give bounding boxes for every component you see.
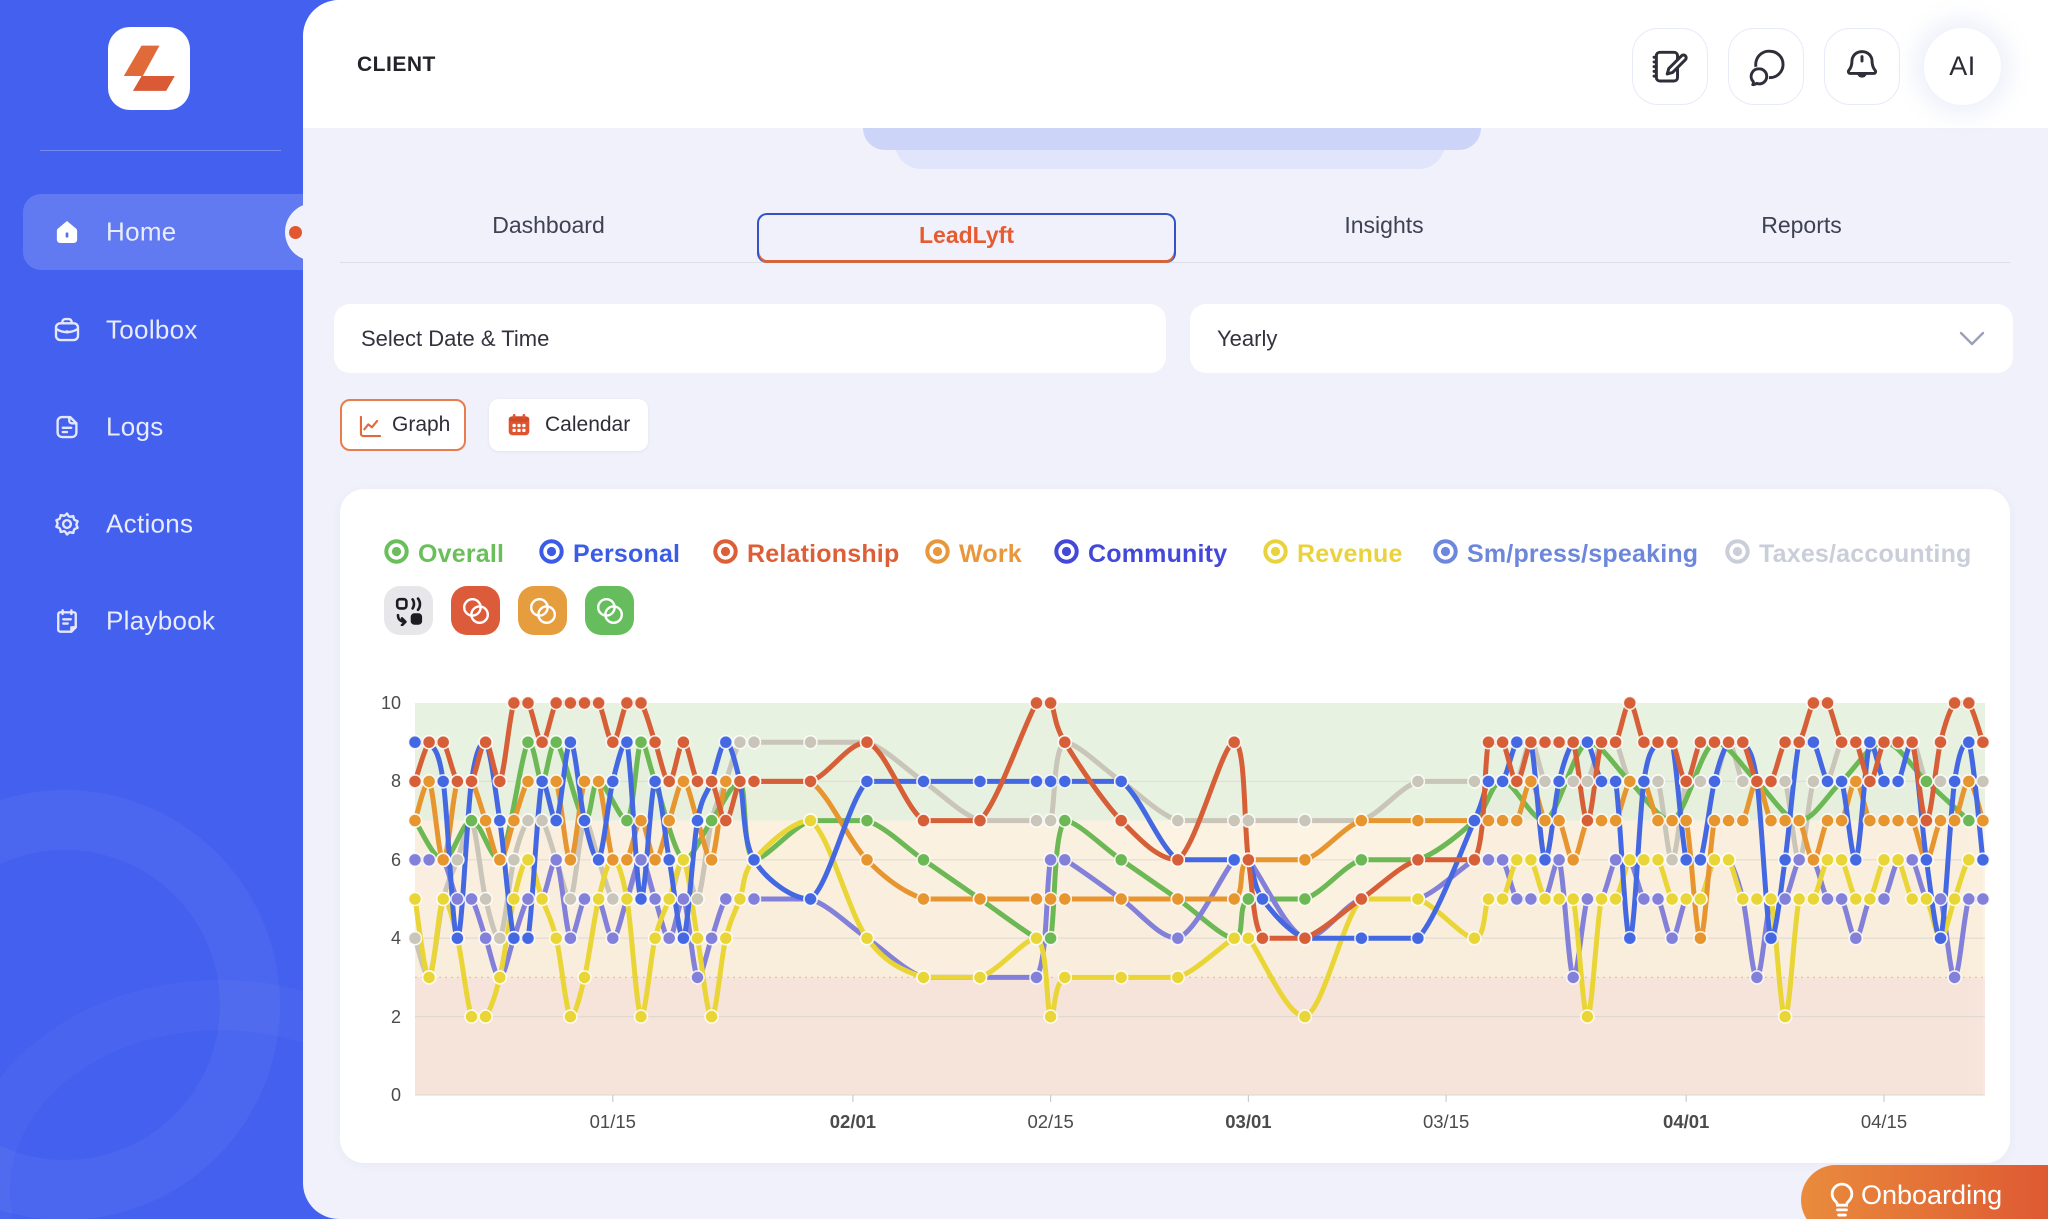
svg-text:0: 0 <box>391 1085 401 1105</box>
svg-text:02/15: 02/15 <box>1027 1111 1073 1132</box>
svg-text:03/15: 03/15 <box>1423 1111 1469 1132</box>
svg-text:6: 6 <box>391 850 401 870</box>
svg-text:03/01: 03/01 <box>1225 1111 1271 1132</box>
svg-text:4: 4 <box>391 928 401 948</box>
svg-text:10: 10 <box>381 693 401 713</box>
svg-text:01/15: 01/15 <box>590 1111 636 1132</box>
svg-text:04/15: 04/15 <box>1861 1111 1907 1132</box>
svg-text:04/01: 04/01 <box>1663 1111 1709 1132</box>
svg-text:8: 8 <box>391 771 401 791</box>
svg-text:02/01: 02/01 <box>830 1111 876 1132</box>
svg-text:2: 2 <box>391 1007 401 1027</box>
